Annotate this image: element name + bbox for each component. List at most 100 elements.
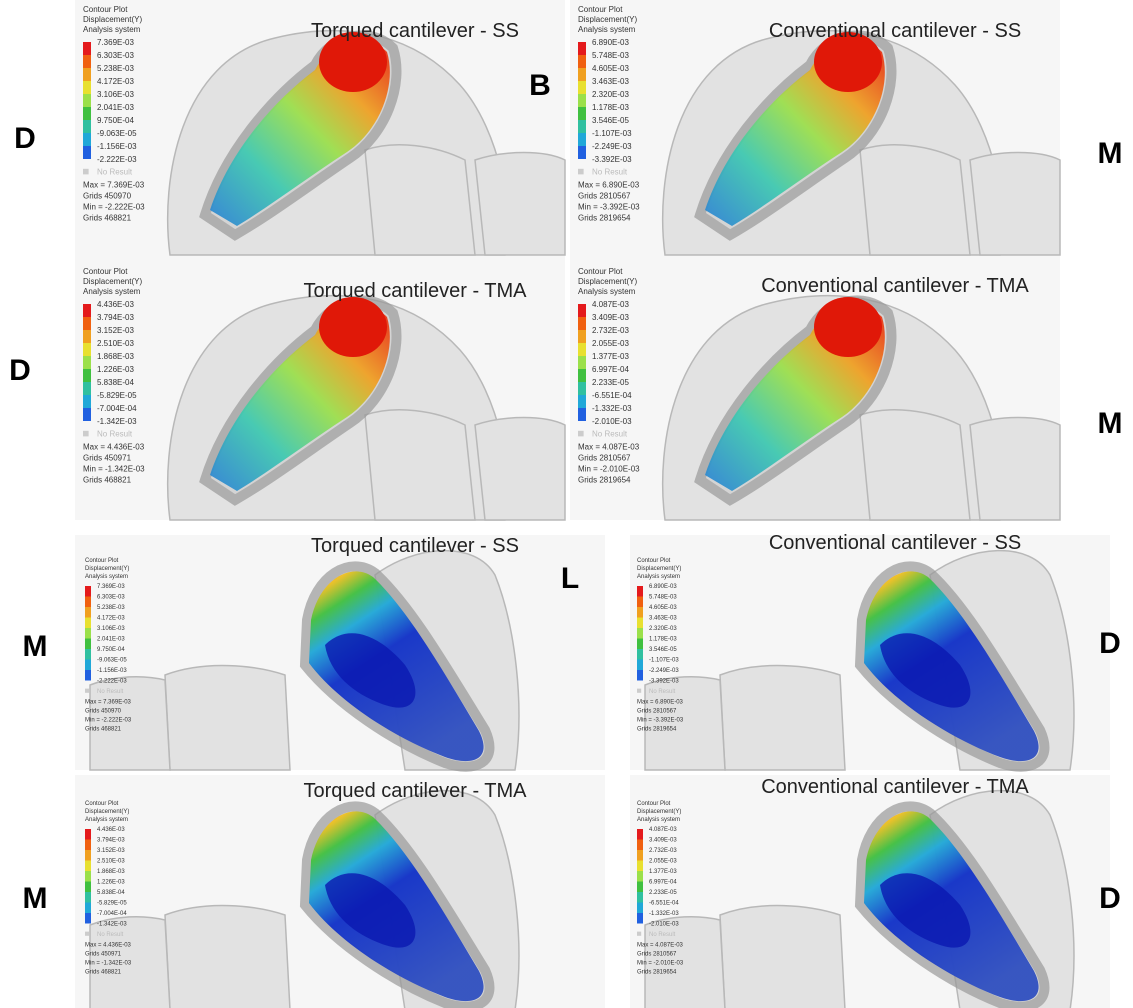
- legend-header: Analysis system: [637, 817, 680, 823]
- legend-value: -5.829E-05: [97, 391, 137, 400]
- legend-value: -7.004E-04: [97, 911, 127, 917]
- tooth: [860, 410, 970, 520]
- legend-value: 3.463E-03: [649, 616, 677, 622]
- legend-swatch: [83, 304, 91, 317]
- stat-line: Max = 4.436E-03: [85, 943, 132, 949]
- stat-line: Min = -2.010E-03: [637, 961, 684, 967]
- stat-line: Min = -3.392E-03: [578, 202, 640, 211]
- panel-title: Torqued cantilever - SS: [311, 535, 519, 557]
- legend-header: Analysis system: [83, 287, 141, 296]
- legend-value: -1.342E-03: [97, 417, 137, 426]
- legend-value: 4.605E-03: [649, 605, 677, 611]
- stat-line: Max = 7.369E-03: [85, 700, 132, 706]
- legend-swatch: [637, 850, 643, 861]
- legend-value: 4.087E-03: [592, 300, 629, 309]
- stat-line: Min = -1.342E-03: [83, 464, 145, 473]
- legend-swatch: [85, 607, 91, 618]
- tooth: [165, 666, 290, 770]
- legend-value: -2.010E-03: [592, 417, 632, 426]
- legend-no-result: No Result: [97, 932, 124, 938]
- stat-line: Grids 2810567: [578, 453, 631, 462]
- legend-swatch: [578, 42, 586, 55]
- legend-value: 1.226E-03: [97, 365, 134, 374]
- stat-line: Grids 2810567: [637, 709, 677, 715]
- legend-value: 3.152E-03: [97, 326, 134, 335]
- legend-header: Analysis system: [578, 287, 636, 296]
- stat-line: Grids 468821: [85, 970, 122, 976]
- legend-swatch: [83, 146, 91, 159]
- stat-line: Min = -1.342E-03: [85, 961, 132, 967]
- legend-swatch: [85, 586, 91, 597]
- stat-line: Grids 2819654: [637, 970, 677, 976]
- legend-value: 4.436E-03: [97, 827, 125, 833]
- legend-swatch: [578, 107, 586, 120]
- legend-swatch: [83, 55, 91, 68]
- legend-swatch: [578, 317, 586, 330]
- stat-line: Max = 6.890E-03: [578, 180, 640, 189]
- legend-value: -3.392E-03: [592, 155, 632, 164]
- legend-value: -2.249E-03: [592, 142, 632, 151]
- legend-swatch: [83, 107, 91, 120]
- legend-value: 9.750E-04: [97, 116, 134, 125]
- legend-value: 3.546E-05: [649, 647, 677, 653]
- legend-header: Displacement(Y): [85, 809, 129, 815]
- legend-value: -1.342E-03: [97, 922, 127, 928]
- stat-line: Grids 2819654: [578, 213, 631, 222]
- legend-swatch: [83, 343, 91, 356]
- legend-value: 2.041E-03: [97, 103, 134, 112]
- legend-no-result: No Result: [97, 429, 133, 438]
- legend-value: 2.320E-03: [592, 90, 629, 99]
- legend-value: 3.409E-03: [649, 838, 677, 844]
- legend-value: 4.605E-03: [592, 64, 629, 73]
- legend-value: 5.238E-03: [97, 605, 125, 611]
- legend-no-result: No Result: [592, 167, 628, 176]
- panel-title: Conventional cantilever - SS: [769, 20, 1021, 42]
- legend-swatch: [637, 597, 643, 608]
- legend-swatch: [637, 871, 643, 882]
- legend-value: 3.546E-05: [592, 116, 629, 125]
- stat-line: Min = -2.010E-03: [578, 464, 640, 473]
- legend-swatch: [637, 649, 643, 660]
- orientation-label: M: [23, 630, 48, 663]
- legend-value: 6.890E-03: [649, 584, 677, 590]
- tooth: [860, 145, 970, 255]
- stat-line: Grids 450971: [85, 952, 122, 958]
- legend-value: -3.392E-03: [649, 679, 679, 685]
- legend-header: Contour Plot: [83, 267, 128, 276]
- orientation-label: D: [1099, 882, 1121, 915]
- legend-header: Contour Plot: [83, 5, 128, 14]
- panel: Torqued cantilever - SSContour PlotDispl…: [75, 535, 605, 770]
- legend-value: 3.409E-03: [592, 313, 629, 322]
- legend-header: Displacement(Y): [578, 277, 637, 286]
- legend-swatch: [637, 618, 643, 629]
- legend-value: 2.055E-03: [649, 859, 677, 865]
- legend-swatch: [83, 133, 91, 146]
- legend-value: 6.890E-03: [592, 38, 629, 47]
- legend-swatch: [637, 689, 641, 693]
- legend-swatch: [578, 81, 586, 94]
- legend-swatch: [83, 395, 91, 408]
- legend-value: -1.156E-03: [97, 668, 127, 674]
- legend-value: 5.748E-03: [649, 595, 677, 601]
- legend-swatch: [85, 628, 91, 639]
- legend-value: -2.222E-03: [97, 679, 127, 685]
- stat-line: Max = 4.087E-03: [578, 442, 640, 451]
- orientation-label: M: [23, 882, 48, 915]
- legend-no-result: No Result: [97, 689, 124, 695]
- legend-swatch: [85, 670, 91, 681]
- panel: Conventional cantilever - SSContour Plot…: [630, 532, 1110, 770]
- stat-line: Min = -3.392E-03: [637, 718, 684, 724]
- legend-swatch: [637, 670, 643, 681]
- legend-value: 3.463E-03: [592, 77, 629, 86]
- legend-value: -1.156E-03: [97, 142, 137, 151]
- stat-line: Grids 450971: [83, 453, 132, 462]
- legend-swatch: [637, 882, 643, 893]
- legend-value: 2.055E-03: [592, 339, 629, 348]
- legend-value: 2.732E-03: [649, 848, 677, 854]
- legend-swatch: [85, 649, 91, 660]
- stat-line: Max = 7.369E-03: [83, 180, 145, 189]
- legend-header: Contour Plot: [637, 558, 671, 564]
- stat-line: Grids 2819654: [578, 475, 631, 484]
